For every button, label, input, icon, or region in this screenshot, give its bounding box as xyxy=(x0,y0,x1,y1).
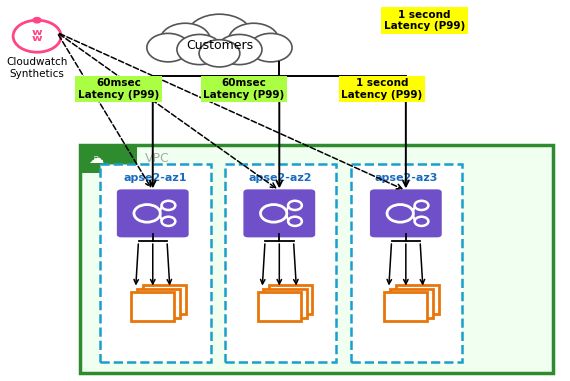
Text: 🔒: 🔒 xyxy=(93,155,98,162)
FancyBboxPatch shape xyxy=(258,292,301,321)
Circle shape xyxy=(250,34,292,62)
FancyBboxPatch shape xyxy=(225,164,336,362)
Text: apse2-az3: apse2-az3 xyxy=(374,173,438,183)
FancyBboxPatch shape xyxy=(142,285,186,314)
FancyBboxPatch shape xyxy=(80,145,137,173)
FancyBboxPatch shape xyxy=(269,285,312,314)
Circle shape xyxy=(147,34,189,62)
FancyBboxPatch shape xyxy=(351,164,462,362)
Text: Cloudwatch
Synthetics: Cloudwatch Synthetics xyxy=(6,57,68,79)
Text: VPC: VPC xyxy=(145,152,170,165)
Circle shape xyxy=(199,40,240,67)
Circle shape xyxy=(186,14,253,58)
FancyBboxPatch shape xyxy=(263,289,307,318)
FancyBboxPatch shape xyxy=(390,289,433,318)
FancyBboxPatch shape xyxy=(131,292,174,321)
Text: apse2-az1: apse2-az1 xyxy=(124,173,187,183)
Text: 60msec
Latency (P99): 60msec Latency (P99) xyxy=(203,78,284,100)
Circle shape xyxy=(217,34,262,65)
Circle shape xyxy=(33,18,41,23)
Text: Customers: Customers xyxy=(186,39,253,52)
FancyBboxPatch shape xyxy=(396,285,439,314)
Circle shape xyxy=(13,20,61,52)
FancyBboxPatch shape xyxy=(243,189,315,237)
FancyBboxPatch shape xyxy=(80,145,553,373)
FancyBboxPatch shape xyxy=(384,292,428,321)
Text: 1 second
Latency (P99): 1 second Latency (P99) xyxy=(384,10,465,31)
FancyBboxPatch shape xyxy=(100,164,211,362)
Text: ʬ: ʬ xyxy=(32,27,42,45)
Text: 60msec
Latency (P99): 60msec Latency (P99) xyxy=(78,78,159,100)
Circle shape xyxy=(177,34,222,65)
Text: ☁: ☁ xyxy=(88,151,103,166)
FancyBboxPatch shape xyxy=(137,289,180,318)
FancyBboxPatch shape xyxy=(370,189,442,237)
Circle shape xyxy=(160,23,210,57)
FancyBboxPatch shape xyxy=(117,189,189,237)
Text: 1 second
Latency (P99): 1 second Latency (P99) xyxy=(341,78,422,100)
Circle shape xyxy=(229,23,279,57)
Text: apse2-az2: apse2-az2 xyxy=(249,173,312,183)
